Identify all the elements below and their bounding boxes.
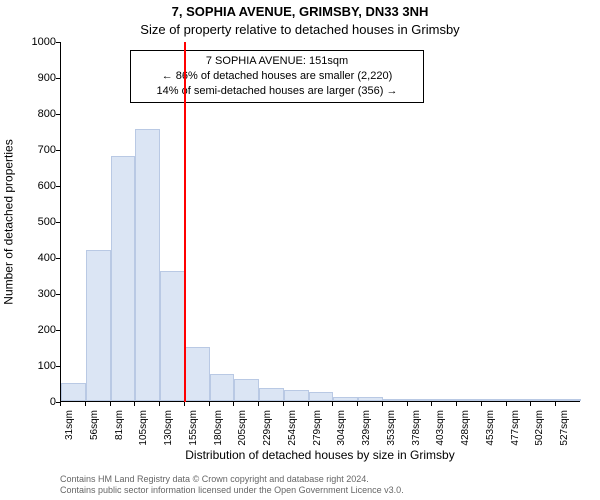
histogram-bar	[259, 388, 284, 401]
x-tick-mark	[209, 402, 210, 406]
histogram-bar	[482, 399, 507, 401]
histogram-bar	[185, 347, 210, 401]
y-tick-label: 1000	[16, 36, 56, 48]
x-tick-label: 403sqm	[435, 410, 446, 454]
y-tick-label: 700	[16, 144, 56, 156]
y-tick-mark	[56, 150, 60, 151]
property-marker-line	[184, 42, 186, 402]
histogram-bar	[135, 129, 160, 401]
x-tick-mark	[506, 402, 507, 406]
x-tick-label: 155sqm	[188, 410, 199, 454]
annotation-line-3: 14% of semi-detached houses are larger (…	[137, 84, 417, 99]
x-tick-mark	[555, 402, 556, 406]
y-tick-mark	[56, 186, 60, 187]
y-tick-label: 600	[16, 180, 56, 192]
histogram-bar	[234, 379, 259, 401]
x-tick-label: 254sqm	[287, 410, 298, 454]
y-tick-mark	[56, 114, 60, 115]
y-tick-mark	[56, 366, 60, 367]
x-tick-label: 56sqm	[89, 410, 100, 454]
histogram-bar	[383, 399, 408, 401]
x-tick-mark	[110, 402, 111, 406]
x-tick-label: 378sqm	[411, 410, 422, 454]
annotation-box: 7 SOPHIA AVENUE: 151sqm ← 86% of detache…	[130, 50, 424, 103]
x-tick-mark	[456, 402, 457, 406]
y-tick-mark	[56, 222, 60, 223]
x-tick-label: 180sqm	[213, 410, 224, 454]
x-tick-label: 428sqm	[460, 410, 471, 454]
x-tick-mark	[184, 402, 185, 406]
histogram-bar	[432, 399, 457, 401]
x-tick-mark	[308, 402, 309, 406]
annotation-line-1: 7 SOPHIA AVENUE: 151sqm	[137, 54, 417, 69]
x-tick-mark	[85, 402, 86, 406]
x-tick-mark	[407, 402, 408, 406]
x-tick-mark	[258, 402, 259, 406]
histogram-bar	[111, 156, 136, 401]
y-tick-mark	[56, 78, 60, 79]
y-axis-label: Number of detached properties	[2, 139, 16, 304]
x-tick-mark	[357, 402, 358, 406]
x-tick-mark	[382, 402, 383, 406]
x-tick-label: 477sqm	[510, 410, 521, 454]
x-tick-mark	[431, 402, 432, 406]
histogram-bar	[358, 397, 383, 401]
x-tick-mark	[134, 402, 135, 406]
histogram-bar	[507, 399, 532, 401]
histogram-bar	[86, 250, 111, 401]
histogram-bar	[160, 271, 185, 401]
x-tick-label: 353sqm	[386, 410, 397, 454]
y-tick-label: 400	[16, 252, 56, 264]
x-tick-mark	[233, 402, 234, 406]
chart-title-sub: Size of property relative to detached ho…	[0, 22, 600, 37]
figure-root: 7, SOPHIA AVENUE, GRIMSBY, DN33 3NH Size…	[0, 0, 600, 500]
x-tick-label: 304sqm	[336, 410, 347, 454]
x-tick-label: 130sqm	[163, 410, 174, 454]
x-tick-label: 205sqm	[237, 410, 248, 454]
x-tick-mark	[159, 402, 160, 406]
x-tick-label: 502sqm	[534, 410, 545, 454]
histogram-bar	[61, 383, 86, 401]
y-tick-mark	[56, 42, 60, 43]
annotation-line-2: ← 86% of detached houses are smaller (2,…	[137, 69, 417, 84]
footer-line-1: Contains HM Land Registry data © Crown c…	[60, 474, 580, 485]
y-tick-label: 200	[16, 324, 56, 336]
x-tick-mark	[481, 402, 482, 406]
y-tick-mark	[56, 294, 60, 295]
x-tick-mark	[530, 402, 531, 406]
histogram-bar	[556, 399, 581, 401]
chart-title-main: 7, SOPHIA AVENUE, GRIMSBY, DN33 3NH	[0, 4, 600, 19]
y-tick-label: 0	[16, 396, 56, 408]
histogram-bar	[457, 399, 482, 401]
x-tick-label: 279sqm	[312, 410, 323, 454]
histogram-bar	[284, 390, 309, 401]
y-tick-label: 500	[16, 216, 56, 228]
histogram-bar	[333, 397, 358, 401]
y-tick-label: 100	[16, 360, 56, 372]
y-tick-mark	[56, 258, 60, 259]
footer-attribution: Contains HM Land Registry data © Crown c…	[60, 474, 580, 497]
histogram-bar	[309, 392, 334, 401]
histogram-bar	[408, 399, 433, 401]
footer-line-2: Contains public sector information licen…	[60, 485, 580, 496]
x-tick-label: 229sqm	[262, 410, 273, 454]
x-tick-label: 81sqm	[114, 410, 125, 454]
y-tick-mark	[56, 330, 60, 331]
x-tick-mark	[332, 402, 333, 406]
x-tick-label: 329sqm	[361, 410, 372, 454]
y-tick-label: 800	[16, 108, 56, 120]
x-tick-label: 453sqm	[485, 410, 496, 454]
histogram-bar	[210, 374, 235, 401]
y-tick-label: 900	[16, 72, 56, 84]
x-tick-mark	[283, 402, 284, 406]
x-tick-label: 31sqm	[64, 410, 75, 454]
x-tick-label: 527sqm	[559, 410, 570, 454]
x-tick-label: 105sqm	[138, 410, 149, 454]
x-tick-mark	[60, 402, 61, 406]
y-tick-label: 300	[16, 288, 56, 300]
histogram-bar	[531, 399, 556, 401]
